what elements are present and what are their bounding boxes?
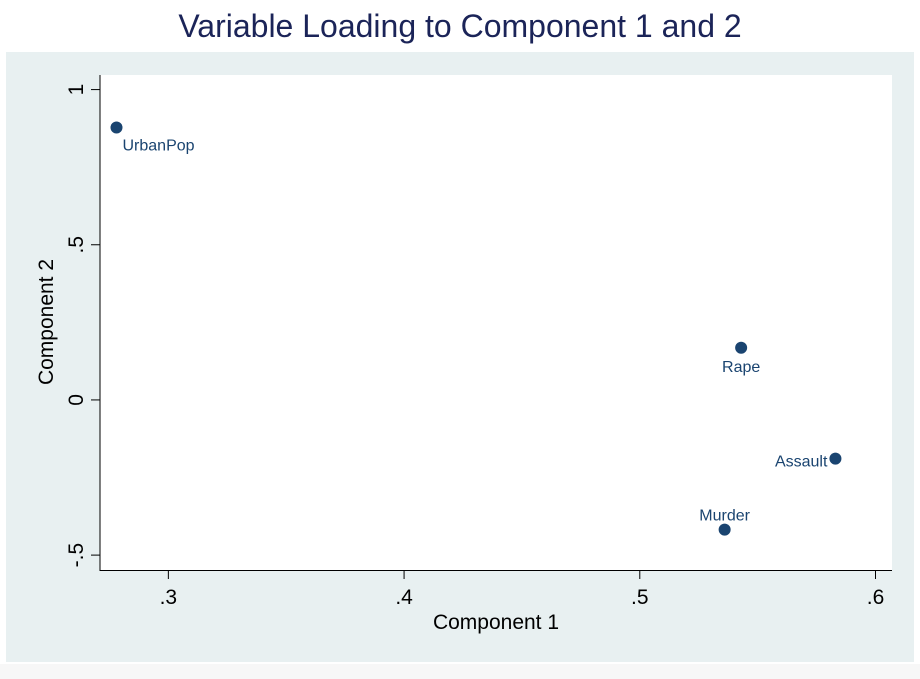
plot-area — [100, 75, 892, 570]
data-points: UrbanPop Rape Assault Murder — [110, 121, 842, 536]
chart-title: Variable Loading to Component 1 and 2 — [178, 8, 742, 44]
point-marker-assault — [829, 452, 842, 465]
x-tick-label: .4 — [395, 586, 413, 609]
y-tick-label: 1 — [65, 84, 88, 96]
x-tick-label: .3 — [160, 586, 178, 609]
y-tick-label: -.5 — [65, 543, 88, 568]
x-tick-label: .6 — [867, 586, 885, 609]
x-axis-label: Component 1 — [433, 611, 559, 634]
y-tick-label: 0 — [65, 394, 88, 406]
y-axis-ticks: -.5 0 .5 1 — [65, 84, 100, 568]
x-axis-ticks: .3 .4 .5 .6 — [160, 570, 885, 609]
point-label-rape: Rape — [722, 359, 760, 376]
y-tick-label: .5 — [65, 236, 88, 254]
point-marker-urbanpop — [110, 121, 123, 134]
point-label-urbanpop: UrbanPop — [123, 137, 195, 154]
x-tick-label: .5 — [631, 586, 649, 609]
point-label-assault: Assault — [775, 454, 828, 471]
bottom-strip — [0, 664, 920, 679]
point-label-murder: Murder — [699, 508, 750, 525]
point-marker-murder — [718, 523, 731, 536]
point-marker-rape — [735, 341, 748, 354]
y-axis-label: Component 2 — [35, 259, 58, 385]
